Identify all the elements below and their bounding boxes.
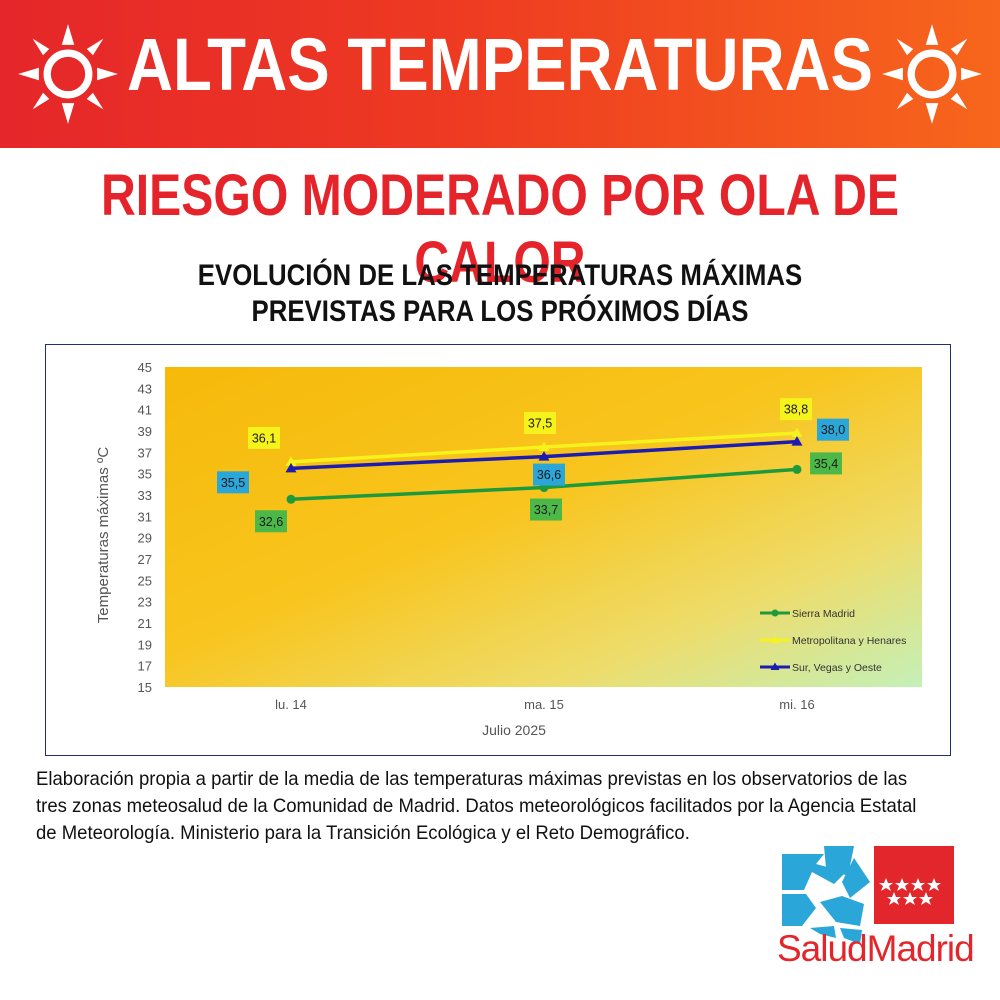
data-label-bg xyxy=(255,510,287,533)
data-label-bg xyxy=(530,498,562,521)
sun-icon xyxy=(882,24,982,124)
data-point xyxy=(538,441,550,451)
legend-label: Sierra Madrid xyxy=(792,608,855,620)
y-tick-label: 23 xyxy=(138,595,152,610)
data-label-bg xyxy=(780,398,812,421)
page-title: ALTAS TEMPERATURAS xyxy=(127,23,873,106)
data-point xyxy=(538,451,550,461)
data-label: 36,1 xyxy=(252,431,276,445)
data-point xyxy=(791,427,803,438)
y-axis-label: Temperaturas máximas ºC xyxy=(95,447,112,624)
x-tick-label: ma. 15 xyxy=(524,697,564,712)
data-label-bg xyxy=(524,412,556,434)
y-tick-label: 17 xyxy=(138,659,152,674)
legend-marker xyxy=(771,609,779,617)
data-point xyxy=(285,462,297,473)
y-tick-label: 43 xyxy=(138,381,152,396)
y-tick-label: 39 xyxy=(138,424,152,439)
risk-subtitle: RIESGO MODERADO POR OLA DE CALOR xyxy=(101,163,899,295)
data-label-bg xyxy=(248,426,280,449)
chart-heading-line-2: PREVISTAS PARA LOS PRÓXIMOS DÍAS xyxy=(251,295,749,328)
data-label: 33,7 xyxy=(534,503,558,517)
data-point xyxy=(791,436,803,446)
x-tick-label: mi. 16 xyxy=(779,697,814,712)
sun-icon xyxy=(18,24,118,124)
data-label: 37,5 xyxy=(528,417,552,431)
x-tick-label: lu. 14 xyxy=(275,697,307,712)
source-footnote: Elaboración propia a partir de la media … xyxy=(36,768,917,844)
data-point xyxy=(792,464,802,474)
legend-marker xyxy=(770,662,780,670)
y-tick-label: 33 xyxy=(138,488,152,503)
data-label-bg xyxy=(217,471,249,494)
y-tick-label: 29 xyxy=(138,531,152,546)
y-tick-label: 21 xyxy=(138,616,152,631)
legend-marker xyxy=(770,635,780,643)
y-tick-label: 25 xyxy=(138,573,152,588)
data-label: 38,0 xyxy=(821,423,845,437)
header-banner: ALTAS TEMPERATURAS xyxy=(0,0,1000,148)
y-tick-label: 35 xyxy=(138,467,152,482)
data-label-bg xyxy=(533,463,565,486)
y-tick-label: 31 xyxy=(138,509,152,524)
x-axis-label: Julio 2025 xyxy=(482,722,546,738)
y-tick-label: 45 xyxy=(138,360,152,375)
legend-label: Metropolitana y Henares xyxy=(792,635,906,647)
y-tick-label: 15 xyxy=(138,680,152,695)
chart-heading: EVOLUCIÓN DE LAS TEMPERATURAS MÁXIMAS PR… xyxy=(70,258,930,330)
legend-label: Sur, Vegas y Oeste xyxy=(792,662,882,674)
y-tick-label: 37 xyxy=(138,445,152,460)
data-label-bg xyxy=(817,418,849,441)
salud-madrid-wordmark: SaludMadrid xyxy=(777,928,975,969)
y-tick-label: 27 xyxy=(138,552,152,567)
salud-madrid-logo-icon xyxy=(782,846,954,944)
y-tick-label: 41 xyxy=(138,403,152,418)
temperature-line-chart: 15 17 19 21 23 25 27 29 31 33 35 37 39 41 43 45 lu. 14 m… xyxy=(95,360,922,738)
chart-frame: 15 17 19 21 23 25 27 29 31 33 35 37 39 41 43 45 lu. 14 m… xyxy=(45,344,951,756)
data-label: 35,4 xyxy=(814,457,838,471)
data-point xyxy=(286,494,296,504)
data-label: 36,6 xyxy=(537,468,561,482)
chart-heading-line-1: EVOLUCIÓN DE LAS TEMPERATURAS MÁXIMAS xyxy=(197,259,803,292)
data-label: 38,8 xyxy=(784,403,808,417)
data-label-bg xyxy=(810,452,842,475)
data-point xyxy=(285,456,297,466)
data-label: 32,6 xyxy=(259,515,283,529)
data-label: 35,5 xyxy=(221,476,245,490)
y-tick-label: 19 xyxy=(138,637,152,652)
